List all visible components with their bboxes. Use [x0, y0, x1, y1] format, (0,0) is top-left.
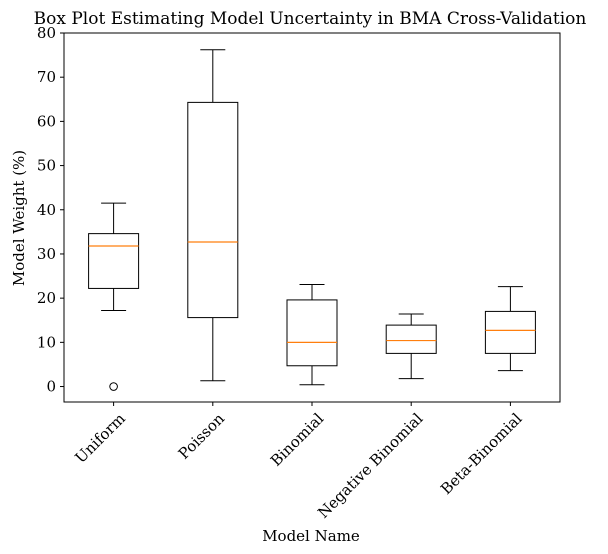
box-negative-binomial	[385, 313, 437, 380]
box-beta-binomial	[484, 286, 536, 372]
y-tick-label: 10	[37, 333, 56, 351]
x-tick-label: Uniform	[72, 410, 129, 467]
box-uniform	[88, 202, 140, 391]
y-tick-label: 60	[37, 112, 56, 130]
y-tick-label: 30	[37, 245, 56, 263]
y-tick-label: 70	[37, 68, 56, 86]
x-tick-label: Binomial	[267, 409, 327, 469]
y-axis: 0 10 20 30 40 50 60 70 80	[37, 24, 64, 396]
plot-area	[63, 32, 561, 403]
outlier-point	[109, 382, 118, 391]
y-tick-label: 50	[37, 157, 56, 175]
boxes-layer	[88, 49, 536, 391]
y-axis-label: Model Weight (%)	[10, 150, 28, 286]
box-poisson	[187, 49, 239, 382]
iqr-box	[187, 101, 239, 319]
x-tick-label: Poisson	[175, 409, 229, 463]
y-tick-label: 0	[46, 378, 56, 396]
y-tick-label: 20	[37, 289, 56, 307]
x-tick-label: Beta-Binomial	[437, 409, 526, 498]
iqr-box	[88, 233, 140, 289]
chart-title: Box Plot Estimating Model Uncertainty in…	[34, 9, 587, 29]
y-tick-label: 80	[37, 24, 56, 42]
iqr-box	[385, 324, 437, 354]
x-axis-label: Model Name	[262, 527, 360, 545]
iqr-box	[286, 299, 338, 367]
box-binomial	[286, 283, 338, 386]
y-tick-label: 40	[37, 201, 56, 219]
x-tick-label: Negative Binomial	[314, 409, 426, 521]
iqr-box	[484, 310, 536, 354]
